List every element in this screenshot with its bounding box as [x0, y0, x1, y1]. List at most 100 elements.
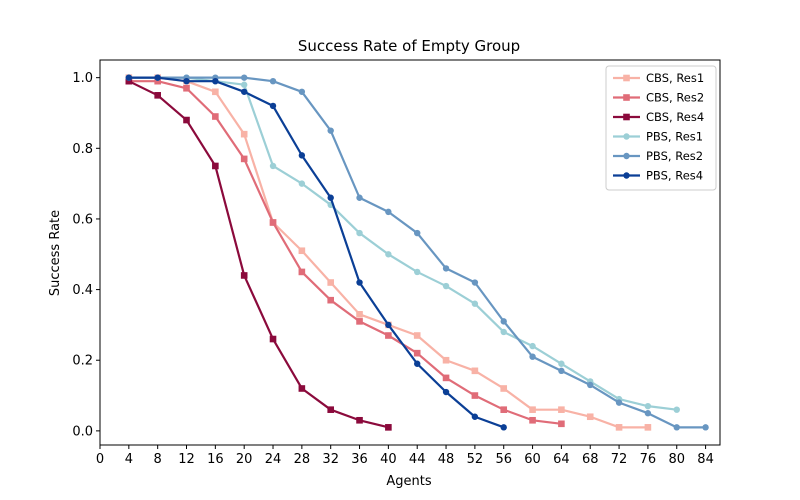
series-3 — [125, 77, 392, 431]
legend-swatch-marker — [623, 172, 630, 179]
data-point — [615, 399, 623, 406]
data-point — [327, 194, 334, 201]
x-tick-label: 48 — [438, 452, 455, 467]
x-tick-label: 4 — [125, 452, 133, 467]
data-point — [385, 251, 392, 258]
x-axis: 0 4 8 12 16 20 24 28 32 36 40 44 48 52 56 60 64 68 72 76 80 8… — [96, 445, 714, 467]
legend-item: PBS, Res2 — [613, 149, 703, 163]
legend-label: CBS, Res1 — [646, 71, 704, 85]
data-point — [269, 77, 277, 85]
data-point — [673, 406, 680, 413]
data-point — [327, 127, 334, 134]
data-point — [298, 268, 306, 276]
legend-item: PBS, Res4 — [613, 169, 703, 183]
data-point — [269, 219, 277, 226]
legend-swatch-marker — [623, 94, 630, 101]
data-point — [154, 92, 161, 99]
data-point — [327, 296, 334, 304]
data-point — [615, 424, 623, 431]
data-point — [471, 413, 479, 420]
data-point — [558, 367, 565, 375]
data-point — [298, 152, 306, 159]
data-point — [413, 332, 421, 339]
x-tick-label: 84 — [697, 452, 714, 467]
legend-label: PBS, Res2 — [646, 149, 703, 163]
legend-label: PBS, Res1 — [646, 130, 703, 144]
data-point — [500, 318, 507, 325]
data-point — [413, 349, 421, 357]
series-line — [128, 80, 562, 425]
plot-area — [99, 59, 721, 446]
data-point — [356, 318, 363, 325]
data-point — [356, 279, 363, 286]
data-point — [471, 300, 479, 307]
x-tick-label: 68 — [582, 452, 599, 467]
data-point — [385, 332, 392, 339]
data-point — [414, 229, 421, 237]
y-tick-label: 1.0 — [72, 71, 93, 86]
series-6 — [125, 74, 507, 431]
data-point — [125, 74, 133, 81]
series-2 — [125, 77, 565, 428]
data-point — [558, 406, 565, 413]
data-point — [356, 416, 363, 424]
data-point — [269, 162, 277, 170]
legend-swatch-marker — [623, 133, 630, 140]
x-tick-label: 64 — [553, 452, 570, 467]
data-point — [471, 392, 479, 399]
data-point — [298, 180, 306, 187]
series-line — [128, 76, 677, 411]
data-point — [240, 74, 248, 81]
series-line — [128, 80, 389, 429]
y-tick-label: 0.2 — [72, 354, 93, 369]
data-point — [500, 385, 508, 392]
y-tick-label: 0.6 — [72, 212, 93, 227]
series-5 — [125, 74, 709, 431]
axes-frame — [99, 59, 721, 446]
y-axis: 0.0 0.2 0.4 0.6 0.8 1.0 — [72, 71, 100, 439]
data-point — [558, 360, 565, 367]
legend-item: CBS, Res1 — [613, 71, 704, 85]
data-point — [442, 265, 450, 272]
data-point — [240, 272, 248, 279]
data-point — [587, 381, 594, 389]
x-tick-label: 44 — [409, 452, 426, 467]
data-point — [558, 420, 565, 428]
data-point — [442, 388, 450, 396]
y-tick-label: 0.4 — [72, 283, 93, 298]
data-point — [240, 81, 248, 88]
y-tick-label: 0.0 — [72, 424, 93, 439]
data-point — [673, 424, 680, 431]
data-point — [529, 416, 536, 424]
x-tick-label: 20 — [236, 452, 253, 467]
data-point — [269, 102, 277, 110]
data-point — [586, 413, 594, 421]
data-point — [212, 77, 219, 85]
legend-swatch-marker — [623, 113, 630, 121]
x-tick-label: 32 — [322, 452, 339, 467]
x-tick-label: 16 — [207, 452, 224, 467]
data-point — [385, 321, 392, 329]
data-point — [298, 385, 306, 392]
legend-swatch-marker — [623, 74, 630, 82]
data-point — [125, 77, 133, 85]
data-point — [240, 88, 248, 95]
data-point — [529, 406, 536, 413]
legend: CBS, Res1 CBS, Res2 CBS, Res4 PBS, Res1 PBS,… — [605, 65, 717, 191]
x-tick-label: 28 — [294, 452, 311, 467]
data-point — [442, 374, 450, 382]
x-tick-label: 36 — [351, 452, 368, 467]
data-point — [269, 335, 277, 343]
x-tick-label: 12 — [178, 452, 195, 467]
legend-swatch-marker — [623, 152, 630, 160]
legend-item: CBS, Res2 — [613, 91, 704, 105]
data-point — [702, 424, 709, 431]
data-point — [212, 162, 219, 170]
x-tick-label: 76 — [640, 452, 657, 467]
data-point — [471, 279, 479, 286]
data-point — [529, 353, 536, 360]
data-point — [644, 410, 652, 417]
data-point — [500, 328, 507, 336]
data-point — [240, 130, 248, 138]
